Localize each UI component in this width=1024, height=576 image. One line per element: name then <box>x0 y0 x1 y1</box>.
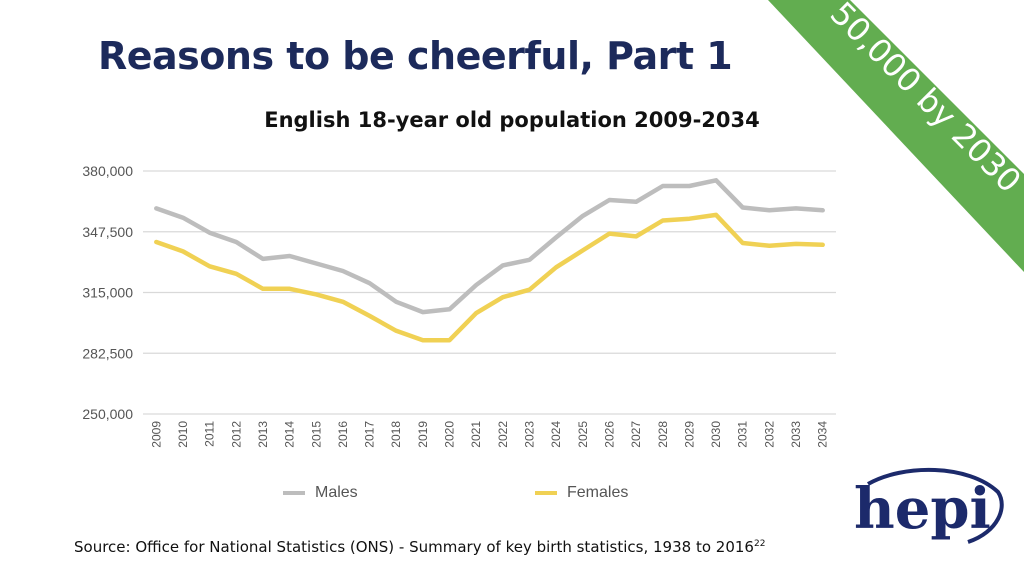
x-tick-label: 2021 <box>469 421 483 448</box>
x-tick-label: 2015 <box>309 421 323 448</box>
legend-label-males: Males <box>315 484 358 501</box>
x-tick-label: 2031 <box>736 421 750 448</box>
y-tick-label: 250,000 <box>82 406 133 422</box>
x-tick-label: 2009 <box>149 421 163 448</box>
legend-label-females: Females <box>567 484 629 501</box>
series-line-females <box>154 212 825 343</box>
slide-title: Reasons to be cheerful, Part 1 <box>98 34 733 78</box>
series-line-males <box>154 178 825 315</box>
chart-title: English 18-year old population 2009-2034 <box>264 108 760 132</box>
y-axis-ticks: 250,000 282,500 315,000 347,500 380,000 <box>82 163 133 422</box>
legend: Males Females <box>0 484 1024 508</box>
x-tick-label: 2020 <box>443 421 457 448</box>
hepi-logo: hepi <box>854 467 1004 544</box>
legend-item-males: Males <box>283 484 358 502</box>
x-tick-label: 2032 <box>762 421 776 448</box>
x-tick-label: 2013 <box>256 421 270 448</box>
y-tick-label: 347,500 <box>82 224 133 240</box>
x-tick-label: 2011 <box>203 421 217 447</box>
y-tick-label: 315,000 <box>82 285 133 301</box>
y-tick-label: 380,000 <box>82 163 133 179</box>
x-tick-label: 2026 <box>602 421 616 448</box>
x-tick-label: 2028 <box>656 421 670 448</box>
logo-swoosh <box>867 467 1004 544</box>
source-note: Source: Office for National Statistics (… <box>74 538 765 556</box>
x-tick-label: 2030 <box>709 421 723 448</box>
x-tick-label: 2033 <box>789 421 803 448</box>
x-tick-label: 2024 <box>549 421 563 448</box>
x-tick-label: 2034 <box>816 421 830 448</box>
x-tick-label: 2027 <box>629 421 643 448</box>
legend-swatch-females <box>535 491 557 495</box>
x-tick-label: 2023 <box>522 421 536 448</box>
x-tick-label: 2010 <box>176 421 190 448</box>
logo-text: hepi <box>854 476 991 542</box>
y-tick-label: 282,500 <box>82 345 133 361</box>
grid-lines <box>143 170 836 415</box>
x-tick-label: 2019 <box>416 421 430 448</box>
x-tick-label: 2012 <box>229 421 243 448</box>
x-tick-label: 2014 <box>283 421 297 448</box>
x-tick-label: 2018 <box>389 421 403 448</box>
x-tick-label: 2017 <box>363 421 377 448</box>
x-tick-label: 2022 <box>496 421 510 448</box>
source-text: Source: Office for National Statistics (… <box>74 538 754 556</box>
x-tick-label: 2016 <box>336 421 350 448</box>
legend-item-females: Females <box>535 484 628 502</box>
x-tick-label: 2025 <box>576 421 590 448</box>
x-axis-ticks: 2009 2010 2011 2012 2013 2014 2015 2016 2017 2018… <box>149 421 829 448</box>
legend-swatch-males <box>283 491 305 495</box>
source-reference: 22 <box>753 539 766 549</box>
x-tick-label: 2029 <box>682 421 696 448</box>
series-lines <box>154 178 825 343</box>
